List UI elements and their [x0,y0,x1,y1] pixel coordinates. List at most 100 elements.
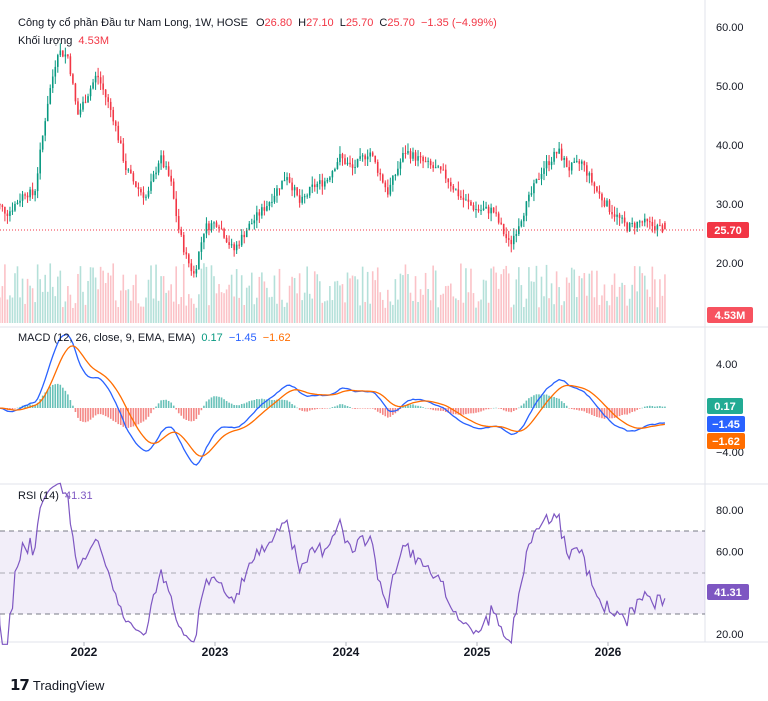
tradingview-logo[interactable]: 𝟭𝟳 TradingView [10,676,104,694]
macd-hist-bar [457,408,460,415]
candle-body [621,217,623,219]
candle-body [427,160,429,162]
macd-hist-bar [424,407,427,409]
volume-legend[interactable]: Khối lượng 4.53M [18,35,112,47]
macd-axis[interactable]: 4.00 −4.00 [716,359,744,459]
volume-bar [223,293,225,323]
candle-body [281,180,283,190]
price-axis[interactable]: 60.00 50.00 40.00 30.00 20.00 [716,22,744,270]
volume-bar [505,265,508,323]
volume-bar [613,273,616,323]
volume-bar [651,266,654,323]
macd-hist-bar [480,408,482,412]
volume-bar [472,293,475,323]
volume-bar [152,298,155,323]
macd-hist-bar [213,396,215,408]
macd-hist-bar [538,394,540,408]
volume-bar [278,268,281,323]
volume-bar [82,291,84,323]
candle-body [482,208,485,211]
candle-body [276,188,278,196]
macd-hist-bar [427,408,429,409]
macd-legend[interactable]: MACD (12, 26, close, 9, EMA, EMA) 0.17 −… [18,332,294,344]
candle-body [611,212,613,215]
macd-hist-bar [41,395,44,408]
candle-body [21,194,24,201]
price-tick-label: 40.00 [716,140,744,152]
volume-bar [233,296,235,323]
candle-body [230,244,233,246]
volume-bar [371,271,374,323]
macd-hist-bar [540,394,543,408]
candle-body [288,177,291,183]
volume-bar [460,263,462,323]
macd-hist-bar [543,394,545,408]
macd-hist-bar [273,400,276,408]
macd-hist-bar [233,404,235,408]
candle-body [182,234,185,253]
candle-body [245,230,248,238]
candle-body [497,213,500,223]
candle-body [643,218,646,223]
volume-bar [487,302,490,323]
volume-bar [465,268,467,323]
volume-bar [177,304,180,323]
price-tick-label: 60.00 [716,22,744,34]
macd-hist-bar [447,408,450,413]
volume-bar [172,301,175,323]
candle-body [155,172,157,175]
candle-body [286,177,288,181]
volume-bar [210,265,213,323]
volume-bar [64,301,67,323]
candle-body [64,54,67,57]
candle-body [608,200,611,213]
volume-bar [598,304,601,323]
candle-body [553,151,555,162]
macd-hist-bar [24,405,26,408]
macd-hist-bar [432,408,434,411]
symbol-title[interactable]: Công ty cổ phần Đầu tư Nam Long, 1W, HOS… [18,17,248,29]
candle-body [641,221,644,223]
macd-hist-bar [656,406,659,408]
macd-histogram [0,383,666,429]
volume-bar [89,267,92,323]
candle-body [334,169,336,172]
volume-bar [112,263,115,323]
volume-bar [528,267,530,323]
macd-hist-bar [344,405,346,408]
volume-bar [633,266,636,323]
volume-bar [31,288,34,323]
rsi-legend[interactable]: RSI (14) 41.31 [18,490,96,502]
macd-hist-bar [525,400,528,408]
macd-hist-bar [626,408,628,415]
time-tick-label: 2024 [333,645,360,659]
macd-tick-label: −4.00 [716,447,744,459]
macd-hist-bar [240,403,243,408]
time-axis[interactable]: 2022 2023 2024 2025 2026 [71,642,622,659]
candle-body [525,201,528,216]
volume-bar [293,278,296,323]
candle-body [344,158,346,165]
candle-body [59,50,62,56]
candle-body [130,169,132,174]
volume-bar [72,307,74,323]
macd-hist-bar [64,390,67,408]
candle-body [321,180,324,187]
volume-bar [553,304,555,323]
candle-body [596,186,598,192]
volume-bar [57,276,59,323]
volume-bar [306,266,309,323]
volume-bar [523,307,525,323]
volume-bar [240,275,243,323]
candle-body [649,221,651,223]
macd-hist-bar [97,408,99,415]
volume-bar [288,285,291,323]
macd-hist-bar [303,408,306,412]
macd-hist-bar [485,408,487,410]
candle-body [24,194,26,196]
macd-hist-bar [346,406,349,408]
main-legend[interactable]: Công ty cổ phần Đầu tư Nam Long, 1W, HOS… [18,17,503,29]
volume-bar [437,307,440,323]
